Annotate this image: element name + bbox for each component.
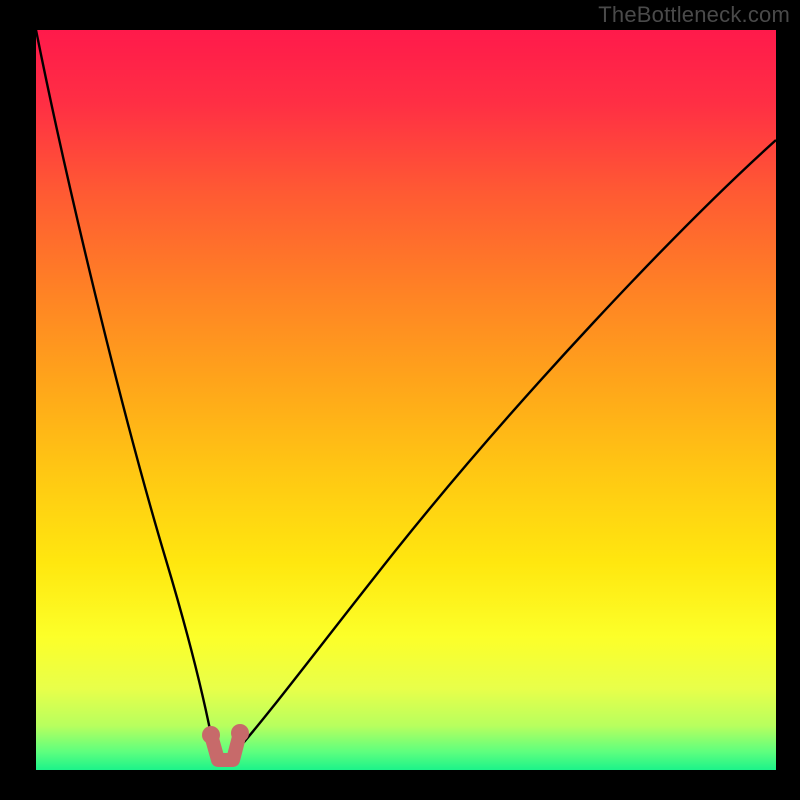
curves-layer (36, 30, 776, 770)
watermark-text: TheBottleneck.com (598, 2, 790, 28)
plot-area (36, 30, 776, 770)
chart-container: { "watermark": { "text": "TheBottleneck.… (0, 0, 800, 800)
